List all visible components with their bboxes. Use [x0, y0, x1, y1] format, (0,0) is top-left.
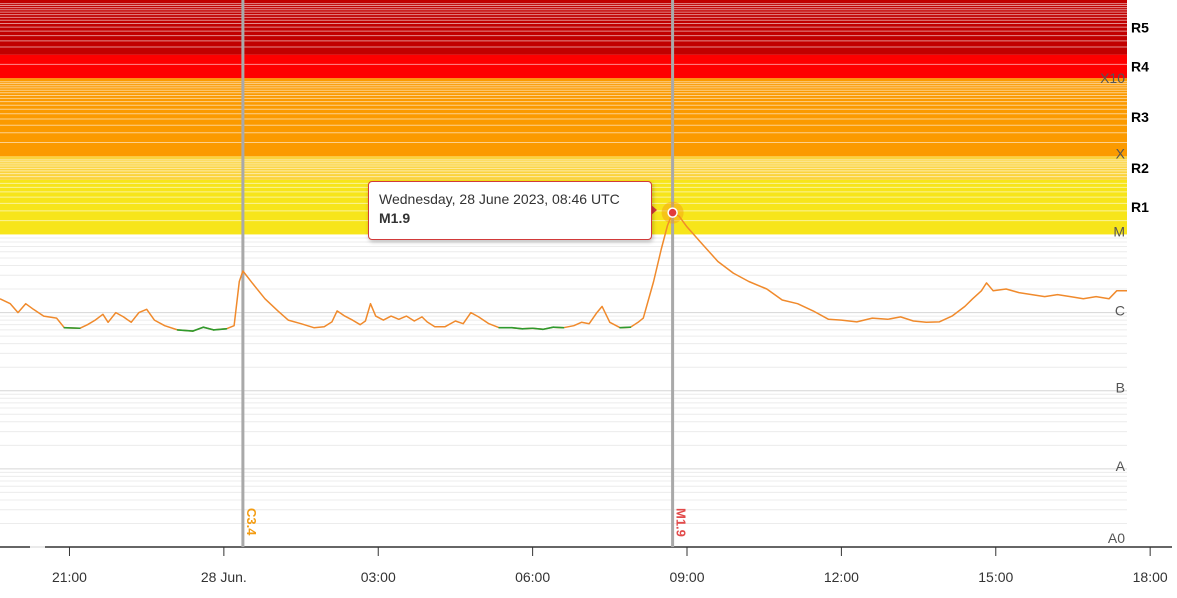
class-label-c: C [1115, 303, 1125, 319]
highlighted-point [661, 201, 684, 224]
x-tick-label: 21:00 [52, 569, 87, 585]
highlight-dot [667, 207, 678, 218]
x-tick-label: 15:00 [978, 569, 1013, 585]
flux-low-segment [176, 329, 194, 332]
flux-low-segment [63, 326, 81, 330]
flare-marker-label: M1.9 [674, 508, 689, 537]
class-label-m: M [1113, 223, 1125, 239]
rlabel-r2: R2 [1131, 160, 1149, 176]
x-tick-label: 09:00 [669, 569, 704, 585]
flux-low-segment [511, 326, 524, 330]
flux-low-segment [619, 326, 632, 329]
tooltip-date: Wednesday, 28 June 2023, 08:46 UTC [379, 191, 620, 207]
flare-markers: C3.4 M1.9 [241, 0, 689, 547]
flux-series [0, 211, 1127, 332]
grid-lines [0, 237, 1127, 548]
class-label-x: X [1116, 145, 1126, 161]
flux-low-segment [542, 326, 555, 331]
rlabel-r5: R5 [1131, 19, 1149, 35]
band-r3 [0, 78, 1127, 157]
flare-marker-label: C3.4 [244, 508, 259, 536]
flux-low-segment [521, 327, 534, 330]
x-tick-label: 03:00 [361, 569, 396, 585]
class-label-b: B [1116, 380, 1125, 396]
x-tick-label: 28 Jun. [201, 569, 247, 585]
rlabel-r3: R3 [1131, 109, 1149, 125]
time-axis: 21:00 28 Jun. 03:00 06:00 09:00 12:00 15:00 18:… [0, 546, 1172, 585]
data-tooltip: Wednesday, 28 June 2023, 08:46 UTC M1.9 [368, 181, 652, 240]
rlabel-r4: R4 [1131, 58, 1149, 74]
x-tick-label: 12:00 [824, 569, 859, 585]
flux-low-segment [531, 327, 544, 331]
flare-class-axis: A0 A B C M X X10 [1100, 70, 1126, 546]
band-r4 [0, 54, 1127, 79]
tooltip-value: M1.9 [379, 210, 411, 226]
flux-low-segment [552, 326, 565, 329]
flux-low-segment [192, 326, 205, 332]
x-tick-label: 06:00 [515, 569, 550, 585]
radio-blackout-bands [0, 0, 1127, 235]
radio-blackout-labels: R1 R2 R3 R4 R5 [1131, 19, 1149, 215]
tooltip-pointer [649, 203, 657, 217]
flux-line [0, 211, 1127, 332]
x-tick-label: 18:00 [1133, 569, 1168, 585]
class-label-a0: A0 [1108, 530, 1125, 546]
flux-low-segment [212, 327, 228, 331]
class-label-a: A [1116, 458, 1126, 474]
rlabel-r1: R1 [1131, 199, 1149, 215]
flux-low-segment [202, 326, 215, 331]
class-label-x10: X10 [1100, 70, 1125, 86]
